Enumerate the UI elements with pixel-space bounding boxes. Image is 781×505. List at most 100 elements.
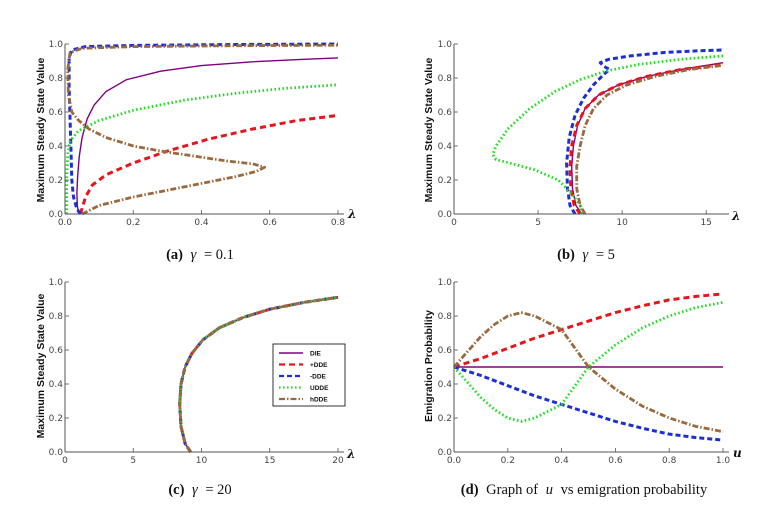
panel-d-xtick-label: 0.6: [608, 456, 623, 466]
panel-c-ytick-label: 0.4: [49, 380, 64, 390]
panel-a-ytick-label: 0.4: [49, 142, 64, 152]
panel-d-caption-value: vs emigration probability: [561, 482, 708, 498]
panel-a-series-die: [76, 57, 339, 215]
panel-b-xtick-label: 15: [700, 218, 711, 228]
legend-entries: DIE +DDE -DDE UDDE hDDE: [279, 351, 329, 404]
panel-a-ytick-label: 0.2: [49, 176, 63, 186]
panel-c-xtick-label: 0: [62, 456, 68, 466]
panel-a-series-hdde: [66, 43, 339, 216]
panel-a-xtick-label: 0.6: [263, 218, 278, 228]
panel-d-ytick-label: 0.8: [438, 312, 453, 322]
panel-d: 0.0 0.2 0.4 0.6 0.8 1.0 0.0 0.2 0.4 0.6 0.8 1.0 Emi…: [423, 278, 742, 498]
legend-label: hDDE: [310, 397, 328, 404]
panel-b-caption-value: = 5: [596, 247, 615, 263]
panel-b-ytick-label: 0.0: [438, 210, 453, 220]
panel-b-series-plus-dde: [568, 62, 724, 215]
panel-c-ytick-label: 0.6: [49, 346, 64, 356]
panel-b-xtick-label: 10: [616, 218, 628, 228]
panel-d-xlabel: u: [733, 446, 742, 460]
panel-d-caption: (d) Graph of u vs emigration probability: [461, 482, 708, 498]
panel-c-ylabel: Maximum Steady State Value: [35, 293, 47, 438]
panel-b-series-minus-dde: [565, 48, 724, 215]
panel-d-series: [452, 292, 724, 442]
panel-b-ytick-label: 1.0: [438, 40, 453, 50]
panel-c-axes: 0 5 10 15 20 0.0 0.2 0.4 0.6 0.8 1.0: [49, 278, 344, 466]
panel-c-caption-value: = 20: [205, 482, 231, 498]
panel-a-xtick-label: 0.0: [58, 218, 73, 228]
legend-box: [272, 343, 346, 407]
panel-d-xtick-label: 0.2: [501, 456, 515, 466]
panel-a-ytick-label: 0.6: [49, 108, 64, 118]
panel-b-series-hdde: [575, 63, 724, 215]
panel-d-caption-symbol: u: [546, 482, 553, 498]
panel-a-xtick-label: 0.8: [331, 218, 346, 228]
panel-c-caption-label: (c): [168, 482, 184, 498]
panel-d-series-plus-dde: [453, 292, 724, 369]
panel-d-ytick-label: 0.2: [438, 414, 452, 424]
panel-a-series-plus-dde: [78, 113, 339, 215]
panel-d-xtick-label: 1.0: [716, 456, 731, 466]
panel-c-caption: (c) γ = 20: [168, 482, 231, 498]
panel-b-series: [491, 48, 724, 215]
panel-c-xlabel: λ: [346, 447, 355, 461]
panel-a-caption-label: (a): [166, 247, 183, 263]
panel-b-axes: 0 5 10 15 0.0 0.2 0.4 0.6 0.8 1.0: [438, 40, 729, 228]
panel-b: 0 5 10 15 0.0 0.2 0.4 0.6 0.8 1.0 Maximum Steady …: [423, 40, 740, 263]
panel-a-caption-value: = 0.1: [204, 247, 234, 263]
panel-d-xtick-label: 0.4: [554, 456, 569, 466]
panel-a-ylabel: Maximum Steady State Value: [35, 57, 47, 202]
panel-a-ytick-label: 0.0: [49, 210, 64, 220]
panel-c-series: [178, 295, 339, 453]
panel-b-caption-symbol: γ: [582, 247, 589, 263]
panel-b-xlabel: λ: [731, 209, 740, 223]
panel-d-ytick-label: 0.6: [438, 346, 453, 356]
panel-c-caption-symbol: γ: [192, 482, 199, 498]
legend: DIE +DDE -DDE UDDE hDDE: [272, 343, 346, 407]
panel-d-xtick-label: 0.0: [447, 456, 462, 466]
panel-c-xtick-label: 10: [196, 456, 208, 466]
panel-a-series-minus-dde: [67, 42, 339, 215]
panel-d-ylabel: Emigration Probability: [423, 310, 435, 422]
panel-a-ytick-label: 0.8: [49, 74, 64, 84]
panel-c-ytick-label: 1.0: [49, 278, 64, 288]
panel-b-ytick-label: 0.2: [438, 176, 452, 186]
panel-d-axes: 0.0 0.2 0.4 0.6 0.8 1.0 0.0 0.2 0.4 0.6 0.8 1.0: [438, 278, 731, 466]
panel-a-ytick-label: 1.0: [49, 40, 64, 50]
legend-label: DIE: [310, 351, 322, 358]
panel-b-ylabel: Maximum Steady State Value: [423, 57, 435, 202]
panel-b-xtick-label: 5: [535, 218, 541, 228]
panel-a-caption: (a) γ = 0.1: [166, 247, 234, 263]
panel-c: 0 5 10 15 20 0.0 0.2 0.4 0.6 0.8 1.0 Maximum Stead…: [35, 278, 355, 498]
panel-a-caption-symbol: γ: [191, 247, 198, 263]
panel-d-caption-label: (d): [461, 482, 479, 498]
panel-b-series-udde: [491, 54, 724, 215]
panel-c-ytick-label: 0.8: [49, 312, 64, 322]
panel-b-ytick-label: 0.6: [438, 108, 453, 118]
panel-b-caption: (b) γ = 5: [557, 247, 615, 263]
panel-a-xtick-label: 0.2: [126, 218, 140, 228]
panel-c-series-hdde: [178, 295, 339, 453]
panel-a-series-udde: [65, 83, 339, 214]
panel-d-series-hdde: [452, 311, 724, 433]
panel-d-ytick-label: 0.0: [438, 448, 453, 458]
panel-d-series-minus-dde: [453, 365, 724, 442]
panel-a-xlabel: λ: [347, 207, 356, 221]
panel-d-series-udde: [452, 301, 724, 423]
panel-b-xtick-label: 0: [451, 218, 457, 228]
panel-d-ytick-label: 1.0: [438, 278, 453, 288]
panel-a-series: [65, 42, 339, 216]
panel-c-xtick-label: 20: [332, 456, 344, 466]
legend-label: UDDE: [310, 385, 329, 392]
panel-d-xtick-label: 0.8: [662, 456, 677, 466]
panel-d-ytick-label: 0.4: [438, 380, 453, 390]
panel-c-ytick-label: 0.2: [49, 414, 63, 424]
panel-b-ytick-label: 0.4: [438, 142, 453, 152]
panel-b-ytick-label: 0.8: [438, 74, 453, 84]
panel-c-xtick-label: 5: [130, 456, 136, 466]
legend-label: -DDE: [310, 374, 327, 381]
legend-label: +DDE: [310, 362, 328, 369]
panel-b-caption-label: (b): [557, 247, 575, 263]
panel-d-caption-text: Graph of: [486, 482, 538, 498]
panel-c-xtick-label: 15: [264, 456, 275, 466]
